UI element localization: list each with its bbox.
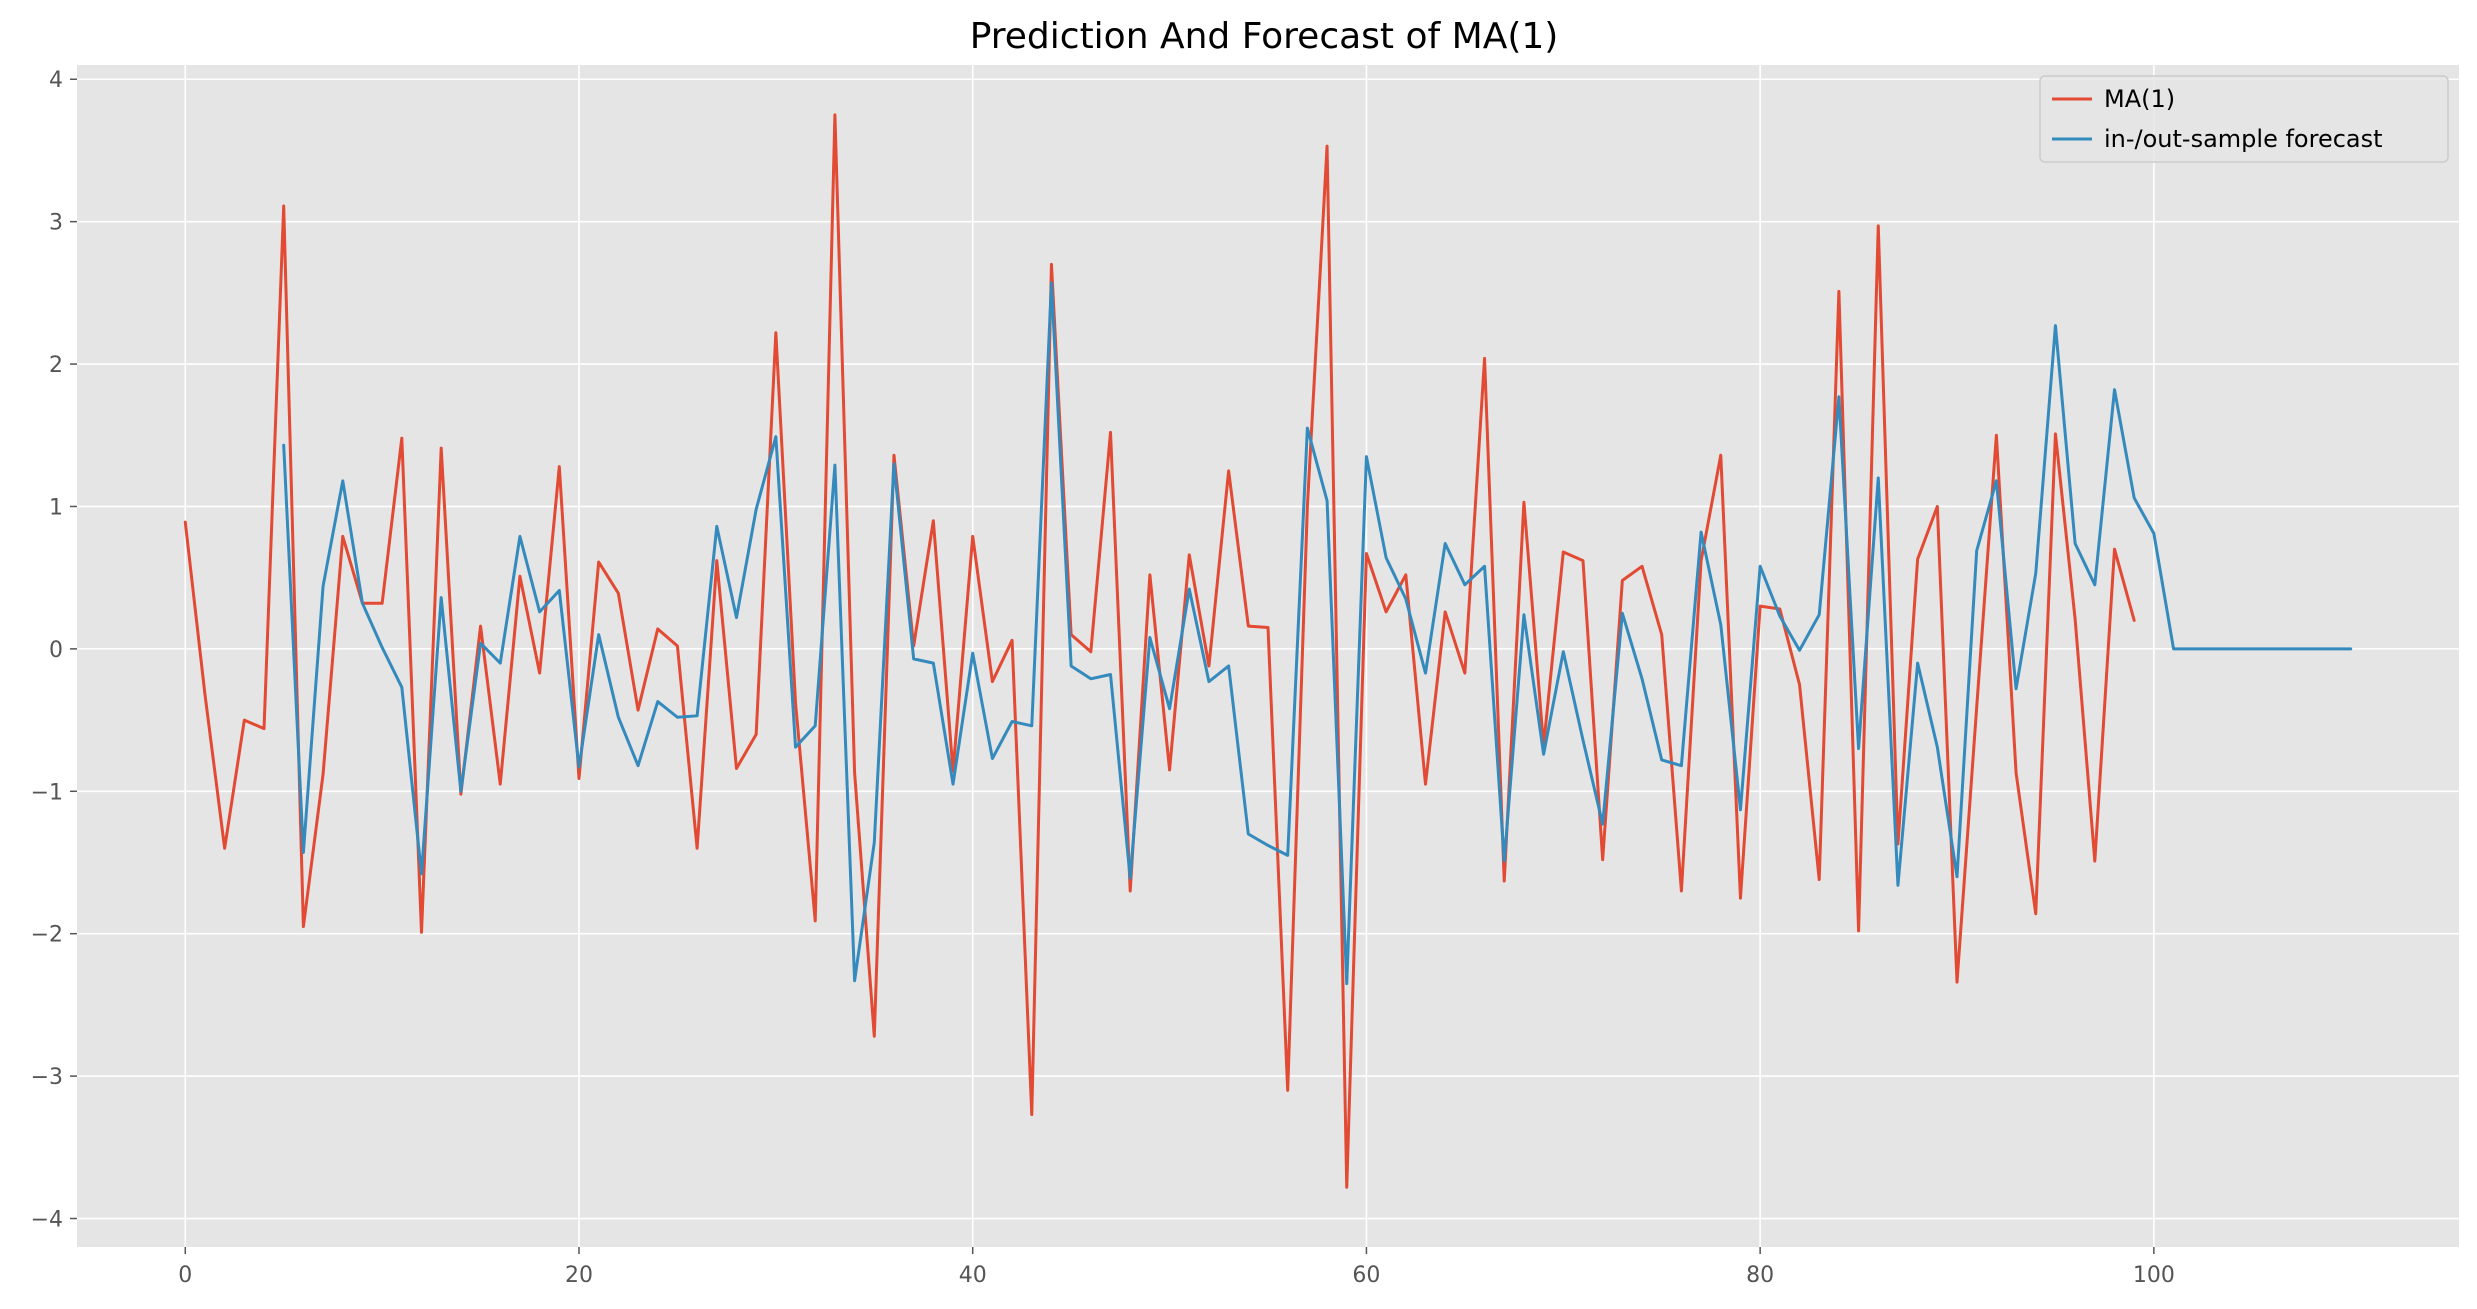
y-tick-label: −1	[31, 780, 63, 805]
legend-box	[2039, 75, 2449, 163]
x-tick-label: 20	[565, 1263, 593, 1288]
y-tick-label: −2	[31, 923, 63, 948]
y-tick-label: 3	[49, 211, 63, 236]
chart-title: Prediction And Forecast of MA(1)	[970, 16, 1559, 57]
x-tick-label: 40	[959, 1263, 987, 1288]
y-tick-label: 1	[49, 495, 63, 520]
y-tick-label: −4	[31, 1208, 63, 1233]
y-tick-label: 0	[49, 638, 63, 663]
series-layer	[183, 113, 2353, 1189]
y-tick-label: 2	[49, 353, 63, 378]
x-tick-label: 0	[178, 1263, 192, 1288]
axes: 0 20 40 60 80 100 −4 −3 −2 −1 0 1 2 3 4	[31, 68, 2175, 1288]
x-tick-label: 80	[1746, 1263, 1774, 1288]
legend-label: in-/out-sample forecast	[2104, 125, 2383, 153]
legend-label: MA(1)	[2104, 85, 2175, 113]
series-line-forecast	[282, 281, 2353, 986]
y-tick-label: 4	[49, 68, 63, 93]
x-tick-label: 100	[2133, 1263, 2175, 1288]
legend: MA(1) in-/out-sample forecast	[2039, 75, 2449, 163]
x-tick-label: 60	[1352, 1263, 1380, 1288]
y-tick-label: −3	[31, 1065, 63, 1090]
